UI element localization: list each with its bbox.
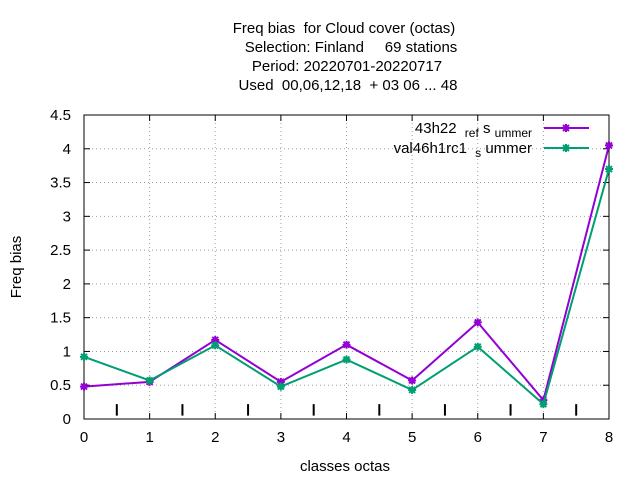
y-tick-label: 2 (63, 276, 71, 293)
series-2-point (473, 342, 482, 351)
y-tick-label: 1 (63, 343, 71, 360)
legend-1-part-2: ref (465, 126, 480, 140)
x-tick-label: 8 (605, 429, 613, 446)
x-tick-label: 6 (474, 429, 482, 446)
legend-marker-2 (562, 144, 570, 152)
x-axis-label: classes octas (300, 458, 390, 475)
x-tick-label: 0 (80, 429, 88, 446)
series-1-point (80, 382, 88, 391)
y-tick-label: 1.5 (50, 310, 71, 327)
legend-swatches (544, 124, 589, 152)
title-line-2: Selection: Finland 69 stations (245, 39, 458, 56)
legend-label-1: 43h22 ref s ummer (415, 120, 532, 141)
legend: 43h22 ref s ummer val46h1rc1 s ummer (394, 120, 589, 161)
series-2-point (211, 341, 220, 350)
grid (84, 115, 609, 419)
series-1-point (276, 377, 285, 386)
y-tick-label: 0.5 (50, 377, 71, 394)
x-tick-label: 7 (539, 429, 547, 446)
legend-2-part-1: val46h1rc1 (394, 140, 467, 157)
y-axis-label: Freq bias (8, 236, 25, 299)
y-tick-label: 0 (63, 411, 71, 428)
title-line-1: Freq bias for Cloud cover (octas) (233, 20, 456, 37)
series-2-point (145, 376, 154, 385)
legend-marker-1 (562, 124, 570, 132)
series-1-point (539, 396, 548, 405)
x-tick-label: 5 (408, 429, 416, 446)
x-tick-label: 1 (145, 429, 153, 446)
series-2-point (276, 382, 285, 391)
series-2-point (539, 400, 548, 409)
chart-title: Freq bias for Cloud cover (octas) Select… (233, 20, 458, 94)
legend-2-part-3: ummer (485, 140, 532, 157)
legend-1-part-3: s (483, 120, 491, 137)
y-tick-label: 3 (63, 208, 71, 225)
y-tick-label: 4.5 (50, 107, 71, 124)
legend-1-part-4: ummer (495, 126, 532, 140)
class-markers (115, 404, 578, 416)
series-group (80, 141, 613, 409)
series-1 (80, 141, 613, 405)
series-1-point (473, 318, 482, 327)
y-tick-label: 4 (63, 141, 71, 158)
legend-label-2: val46h1rc1 s ummer (394, 140, 532, 161)
legend-1-part-1: 43h22 (415, 120, 457, 137)
x-tick-label: 2 (211, 429, 219, 446)
series-2-line (83, 168, 610, 406)
legend-2-part-2: s (475, 146, 481, 160)
series-2-point (80, 352, 88, 361)
series-2-point (408, 385, 417, 394)
y-tick-label: 3.5 (50, 175, 71, 192)
title-line-4: Used 00,06,12,18 + 03 06 ... 48 (239, 77, 458, 94)
title-line-3: Period: 20220701-20220717 (252, 58, 442, 75)
series-1-point (605, 141, 613, 150)
series-2 (80, 165, 613, 409)
x-tick-label: 4 (342, 429, 350, 446)
series-1-point (342, 340, 351, 349)
y-tick-label: 2.5 (50, 242, 71, 259)
series-2-point (342, 355, 351, 364)
tick-labels: 0 1 2 3 4 5 6 7 8 0 0.5 1 1.5 2 2.5 3 3.5 4 4.5 (50, 107, 613, 446)
series-1-point (211, 335, 220, 344)
series-2-point (605, 165, 613, 174)
series-1-point (408, 376, 417, 385)
x-tick-label: 3 (277, 429, 285, 446)
